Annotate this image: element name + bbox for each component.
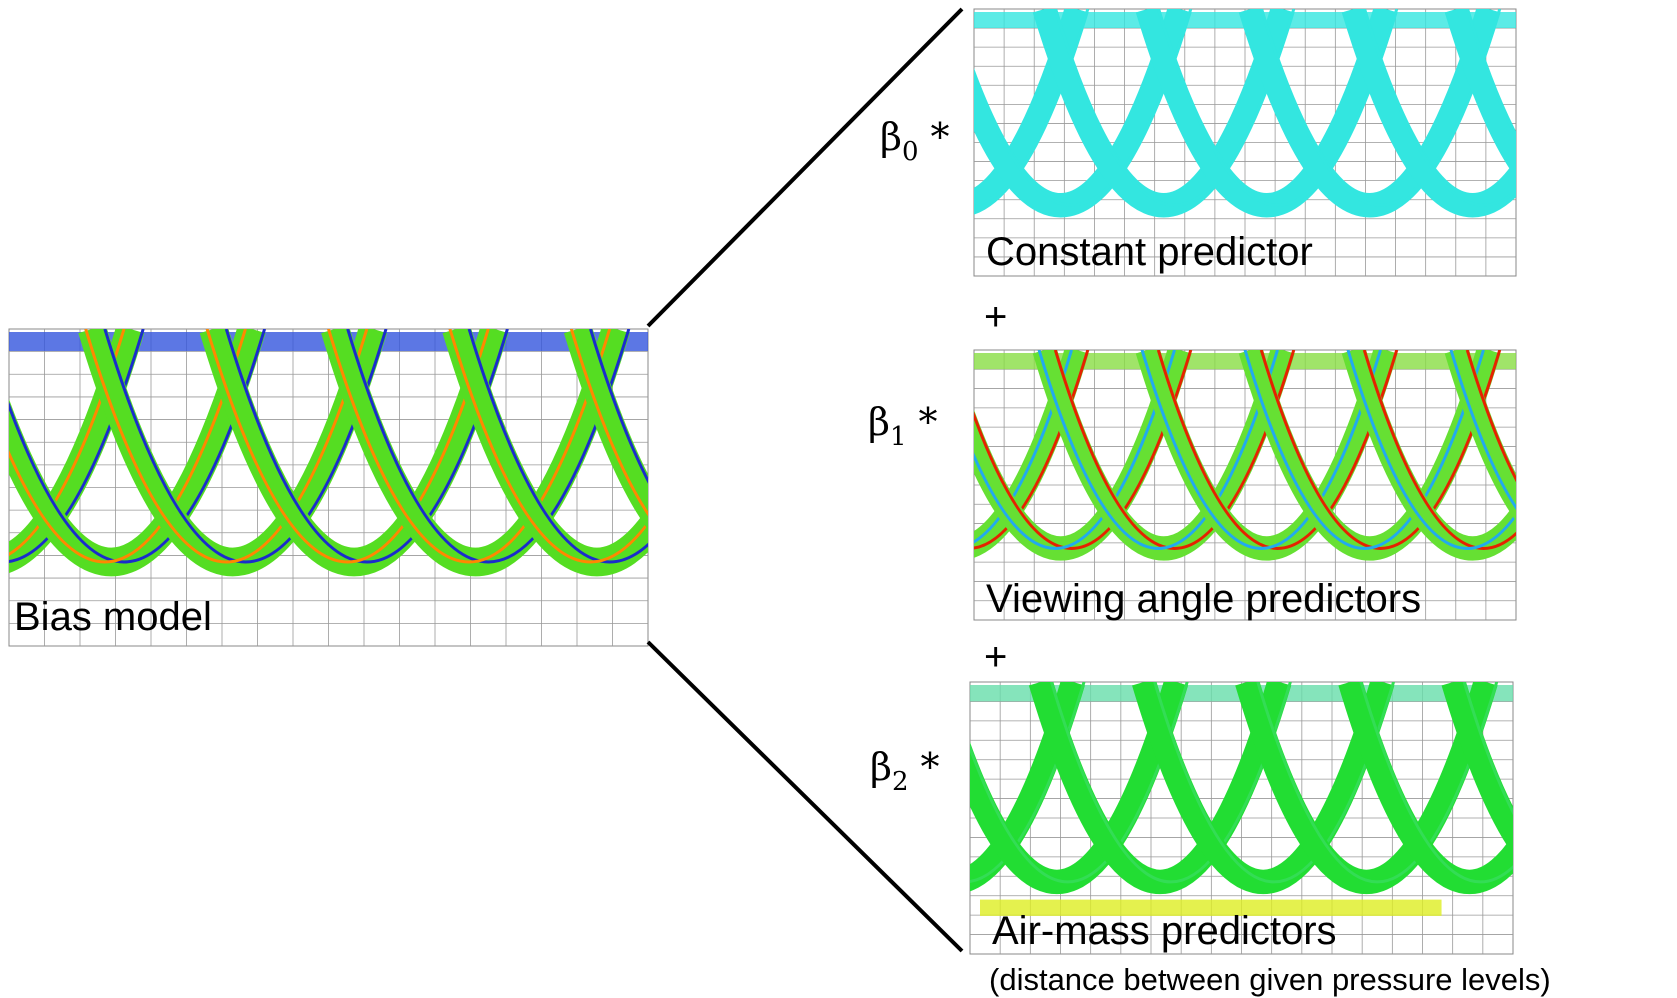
note: (distance between given pressure levels)	[989, 962, 1551, 997]
term-label: Viewing angle predictors	[986, 577, 1421, 621]
bias-model-label: Bias model	[14, 595, 212, 639]
plus-sign: +	[984, 635, 1007, 679]
connector-bottom	[648, 642, 962, 951]
term-label: Constant predictor	[986, 230, 1313, 274]
maps	[0, 9, 1677, 954]
plus-sign: +	[984, 295, 1007, 339]
coefficient: β0*	[880, 115, 950, 167]
diagram: Bias model β0* Constant predictor + β1* …	[0, 0, 1677, 998]
term-label: Air-mass predictors	[992, 909, 1337, 953]
coefficient: β1*	[868, 400, 938, 452]
connector-top	[648, 9, 962, 326]
page: Bias model β0* Constant predictor + β1* …	[0, 0, 1677, 998]
coefficient: β2*	[870, 745, 940, 797]
